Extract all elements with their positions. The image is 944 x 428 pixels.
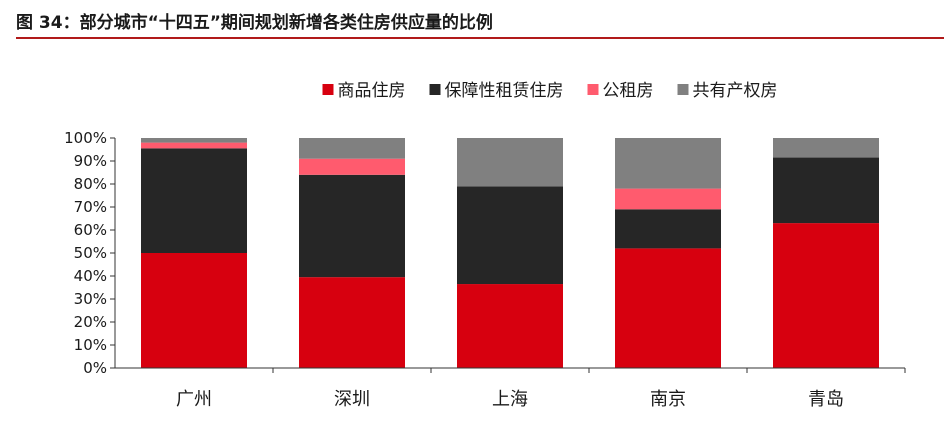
bar-segment (141, 148, 247, 253)
bar-segment (457, 186, 563, 285)
legend-label: 保障性租赁住房 (445, 81, 564, 101)
legend-swatch (587, 84, 599, 95)
bar-segment (141, 138, 247, 143)
legend-label: 共有产权房 (693, 81, 778, 101)
bar-segment (299, 174, 405, 278)
x-tick-label: 深圳 (334, 389, 370, 410)
bar-segment (773, 138, 879, 158)
bar-segment (299, 277, 405, 368)
y-axis: 0% 10% 20% 30% 40% 50% 60% 70% 80% 90% 100% (64, 129, 116, 377)
y-tick-label: 80% (74, 175, 107, 193)
bar-segment (457, 138, 563, 187)
bar-segment (773, 223, 879, 368)
y-tick-label: 10% (74, 336, 107, 354)
y-tick-label: 50% (74, 244, 107, 262)
legend: 商品住房 保障性租赁住房 公租房 共有产权房 (322, 81, 778, 101)
x-axis: 广州 深圳 上海 南京 青岛 (115, 367, 906, 410)
bar-segment (457, 284, 563, 368)
x-tick-label: 南京 (650, 389, 686, 410)
legend-label: 公租房 (603, 81, 654, 101)
bar-segment (299, 138, 405, 159)
bar-segment (773, 157, 879, 224)
y-tick-label: 0% (83, 359, 107, 377)
y-tick-label: 40% (74, 267, 107, 285)
bars (141, 138, 879, 368)
x-tick-label: 青岛 (808, 389, 844, 410)
title-rule (16, 37, 944, 39)
bar-segment (615, 248, 721, 368)
bar-segment (615, 209, 721, 249)
bar-segment (141, 253, 247, 368)
x-tick-label: 广州 (176, 389, 212, 410)
bar-segment (615, 138, 721, 189)
y-tick-label: 20% (74, 313, 107, 331)
y-tick-label: 70% (74, 198, 107, 216)
y-tick-label: 60% (74, 221, 107, 239)
bar-segment (141, 142, 247, 149)
y-tick-label: 30% (74, 290, 107, 308)
bar-segment (615, 188, 721, 210)
legend-swatch (429, 84, 441, 95)
x-tick-label: 上海 (492, 389, 528, 410)
legend-swatch (677, 84, 689, 95)
legend-label: 商品住房 (338, 81, 406, 101)
figure-title: 图 34：部分城市“十四五”期间规划新增各类住房供应量的比例 (16, 13, 493, 33)
y-tick-label: 90% (74, 152, 107, 170)
y-tick-label: 100% (64, 129, 107, 147)
legend-swatch (322, 84, 334, 95)
bar-segment (299, 158, 405, 175)
